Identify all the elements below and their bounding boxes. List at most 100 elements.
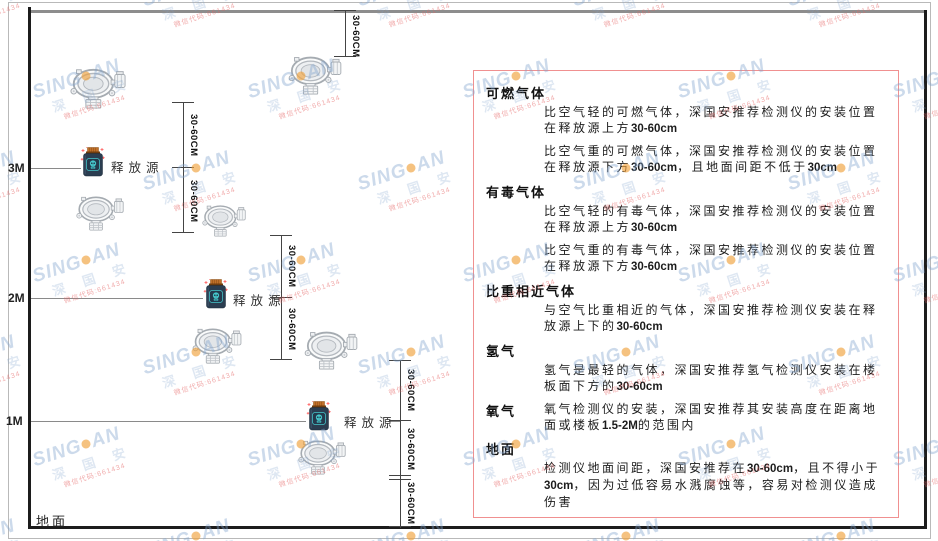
brand-watermark-code: 微信代码:661434 [63, 462, 127, 490]
section-paragraph: 氢气是最轻的气体，深国安推荐氢气检测仪安装在楼板面下方的30-60cm [544, 363, 878, 393]
gas-detector-icon [70, 68, 126, 109]
dimension-tick [172, 167, 194, 168]
section-paragraph: 比空气重的有毒气体，深国安推荐检测仪的安装位置在释放源下方30-60cm [544, 243, 878, 273]
dimension-tick [389, 479, 411, 480]
dimension-tick [389, 475, 411, 476]
section-paragraph: 检测仪地面间距，深国安推荐在30-60cm，且不得小于30cm，因为过低容易水溅… [544, 461, 881, 509]
section-paragraph: 比空气轻的有毒气体，深国安推荐检测仪的安装位置在释放源上方30-60cm [544, 204, 878, 234]
release-source-icon-1m [306, 400, 332, 431]
dimension-label: 30-60CM [350, 14, 361, 58]
brand-watermark-cjk: 深 国 安 [50, 444, 135, 484]
dimension-tick [270, 235, 292, 236]
dimension-label: 30-60CM [286, 245, 297, 288]
brand-watermark-code: 微信代码:661434 [63, 278, 127, 306]
dimension-tick [334, 10, 356, 11]
right-wall-line [924, 10, 927, 529]
brand-watermark-code: 微信代码:661434 [173, 2, 237, 30]
dimension-tick [334, 56, 356, 57]
brand-watermark-code: 微信代码:661434 [173, 370, 237, 398]
section-paragraph: 比空气重的可燃气体，深国安推荐检测仪的安装位置在释放源下方30-60cm，且地面… [544, 144, 878, 174]
release-source-icon-3m [80, 146, 106, 177]
brand-dot-icon [190, 530, 203, 541]
brand-watermark-cjk: 深 国 安 [0, 352, 30, 392]
panel-section: 氧气 氧气检测仪的安装，深国安推荐其安装高度在距离地面或楼板1.5-2M的范围内 [486, 401, 888, 434]
dimension-tick [270, 359, 292, 360]
brand-watermark-code: 微信代码:661434 [818, 2, 882, 30]
gas-detector-icon [304, 331, 358, 370]
brand-dot-icon [620, 530, 633, 541]
ceiling-line [28, 10, 927, 13]
brand-watermark-code: 微信代码:661434 [603, 2, 667, 30]
section-header: 可燃气体 [486, 87, 547, 102]
level-line-2m-ext [271, 298, 281, 299]
level-label-3m: 3M [8, 161, 25, 175]
brand-watermark-cjk: 深 国 安 [589, 532, 675, 541]
brand-dot-icon [80, 254, 93, 266]
brand-watermark-cjk: 深 国 安 [0, 532, 29, 541]
gas-detector-icon [202, 205, 246, 237]
dimension-label: 30-60CM [286, 308, 297, 351]
brand-dot-icon [295, 254, 308, 266]
level-line-1m-ext [388, 421, 400, 422]
brand-dot-icon [80, 438, 93, 450]
ground-label: 地面 [36, 515, 69, 530]
section-paragraph: 比空气轻的可燃气体，深国安推荐检测仪的安装位置在释放源上方30-60cm [544, 105, 878, 135]
brand-watermark-cjk: 深 国 安 [159, 532, 245, 541]
dimension-label: 30-60CM [405, 369, 416, 412]
section-paragraph: 与空气比重相近的气体，深国安推荐检测仪安装在释放源上下的30-60cm [544, 303, 878, 333]
brand-watermark-cjk: 深 国 安 [0, 0, 29, 24]
gas-detector-icon [76, 196, 124, 231]
section-header: 氢气 [486, 345, 517, 360]
brand-watermark-code: 微信代码:661434 [388, 2, 452, 30]
gas-detector-icon [288, 56, 342, 95]
dimension-tick [389, 526, 411, 527]
dimension-line [400, 360, 401, 528]
section-header: 地面 [486, 443, 517, 458]
gas-detector-icon [192, 328, 242, 364]
brand-dot-icon [835, 530, 848, 541]
height-axis [28, 7, 31, 529]
release-source-label-3m: 释放源 [111, 160, 164, 175]
brand-dot-icon [405, 162, 418, 174]
dimension-tick [270, 297, 292, 298]
release-source-label-1m: 释放源 [344, 415, 397, 430]
gas-detector-icon [298, 440, 346, 475]
brand-watermark-code: 微信代码:661434 [388, 186, 452, 214]
brand-watermark-cjk: 深 国 安 [375, 168, 460, 208]
dimension-tick [389, 360, 411, 361]
dimension-tick [389, 420, 411, 421]
section-header: 氧气 [486, 405, 517, 420]
dimension-line [345, 11, 346, 57]
brand-watermark-cjk: 深 国 安 [375, 352, 460, 392]
info-panel-content: 可燃气体比空气轻的可燃气体，深国安推荐检测仪的安装位置在释放源上方30-60cm… [474, 71, 898, 510]
info-panel: 可燃气体比空气轻的可燃气体，深国安推荐检测仪的安装位置在释放源上方30-60cm… [473, 70, 899, 518]
dimension-tick [172, 102, 194, 103]
level-label-2m: 2M [8, 291, 25, 305]
dimension-label: 30-60CM [188, 113, 199, 157]
dimension-label: 30-60CM [405, 482, 416, 525]
brand-watermark-cjk: 深 国 安 [160, 168, 245, 208]
brand-dot-icon [405, 346, 418, 358]
dimension-label: 30-60CM [188, 179, 199, 223]
level-line-1m [31, 421, 306, 422]
release-source-icon-2m [203, 278, 229, 309]
brand-watermark-cjk: 深 国 安 [50, 260, 135, 300]
dimension-label: 30-60CM [405, 427, 416, 471]
dimension-tick [172, 232, 194, 233]
section-header: 有毒气体 [486, 186, 547, 201]
section-header: 比重相近气体 [486, 285, 577, 300]
brand-watermark-code: 微信代码:661434 [388, 370, 452, 398]
